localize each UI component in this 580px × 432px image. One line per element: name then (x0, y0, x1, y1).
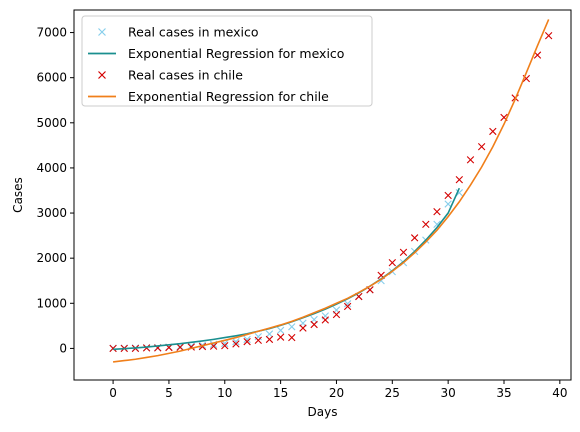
data-point (388, 258, 396, 267)
y-tick-label: 2000 (36, 251, 67, 265)
data-point (332, 310, 341, 319)
y-tick-label: 0 (59, 341, 67, 355)
x-tick-label: 0 (109, 386, 117, 400)
x-tick-label: 40 (552, 386, 567, 400)
data-point (288, 323, 296, 331)
data-point (444, 191, 452, 200)
series-line-3 (112, 19, 550, 363)
y-tick-label: 6000 (36, 71, 67, 85)
y-axis-label: Cases (11, 177, 25, 213)
data-point (343, 300, 352, 308)
data-point (343, 302, 352, 311)
data-point (265, 330, 274, 338)
x-axis-ticks: 0 5 10 15 20 25 30 35 40 (109, 380, 567, 400)
data-point (466, 156, 475, 164)
y-tick-label: 1000 (36, 296, 67, 310)
data-point (433, 208, 441, 216)
data-point (265, 335, 274, 344)
legend-handle-marker (98, 71, 106, 79)
legend-entry-label: Real cases in mexico (128, 25, 259, 40)
y-tick-label: 5000 (36, 116, 67, 130)
data-point (276, 326, 285, 335)
data-point (477, 143, 486, 151)
x-tick-label: 20 (329, 386, 344, 400)
data-point (243, 335, 251, 344)
data-point (232, 337, 240, 346)
legend: Real cases in mexico Exponential Regressi… (81, 15, 373, 107)
data-point (321, 316, 329, 324)
data-point (288, 333, 296, 342)
y-tick-label: 7000 (36, 26, 67, 40)
legend-entry-label: Exponential Regression for chile (128, 89, 329, 104)
data-point (455, 175, 464, 184)
legend-entry-label: Exponential Regression for mexico (128, 46, 344, 61)
data-point (109, 344, 117, 353)
x-tick-label: 25 (385, 386, 400, 400)
y-tick-label: 3000 (36, 206, 67, 220)
legend-box (81, 15, 373, 107)
data-point (243, 337, 251, 346)
x-tick-label: 30 (441, 386, 456, 400)
data-point (489, 127, 497, 136)
legend-handle-marker (98, 28, 106, 36)
data-point (299, 324, 307, 332)
legend-entry-label: Real cases in chile (128, 68, 243, 83)
data-point (232, 340, 240, 348)
y-tick-label: 4000 (36, 161, 67, 175)
x-axis-label: Days (308, 405, 338, 419)
plot-frame (73, 9, 572, 381)
data-point (399, 248, 408, 256)
data-point (310, 320, 318, 329)
y-axis-ticks: 0 1000 2000 3000 4000 5000 6000 7000 (36, 26, 74, 355)
data-point (254, 332, 262, 341)
data-point (276, 333, 285, 341)
data-point (422, 220, 430, 229)
x-tick-label: 35 (496, 386, 511, 400)
data-point (176, 343, 184, 351)
data-point (410, 234, 419, 242)
data-point (254, 336, 262, 344)
data-point (544, 32, 553, 40)
data-point (142, 344, 151, 352)
data-point (221, 342, 229, 350)
x-tick-label: 10 (217, 386, 232, 400)
x-tick-label: 5 (165, 386, 173, 400)
x-tick-label: 15 (273, 386, 288, 400)
